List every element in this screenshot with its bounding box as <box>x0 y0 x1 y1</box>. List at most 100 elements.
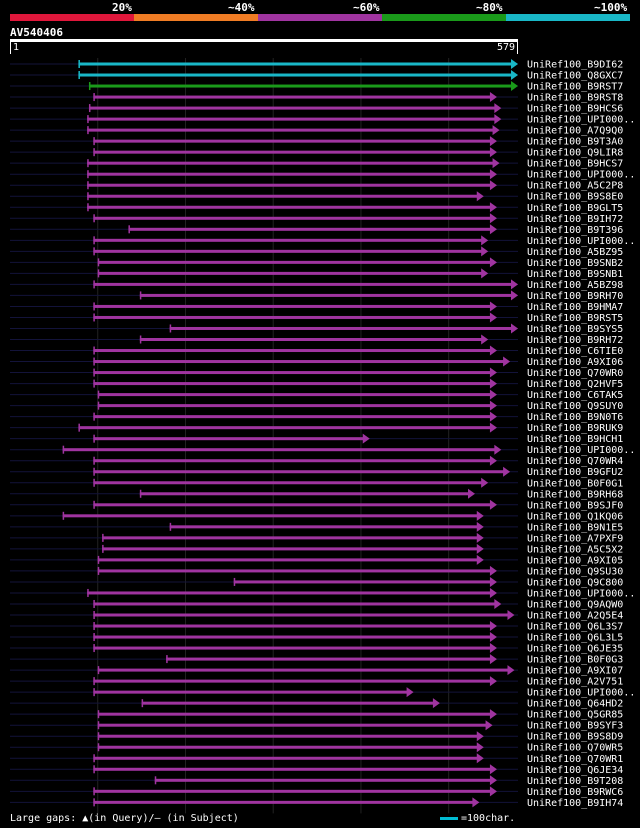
hit-label[interactable]: UniRef100_B9SYS5 <box>527 324 623 335</box>
hit-label[interactable]: UniRef100_Q8GXC7 <box>527 71 623 82</box>
hit-row[interactable]: UniRef100_Q9LIR8 <box>10 147 623 159</box>
hit-row[interactable]: UniRef100_B9HCH1 <box>10 433 623 446</box>
hit-bar[interactable] <box>87 205 491 209</box>
hit-bar[interactable] <box>97 668 509 672</box>
hit-label[interactable]: UniRef100_B9SYF3 <box>527 721 623 732</box>
hit-row[interactable]: UniRef100_Q6L3L5 <box>10 632 623 644</box>
hit-label[interactable]: UniRef100_C6TIE0 <box>527 346 623 357</box>
hit-bar[interactable] <box>233 580 491 584</box>
hit-bar[interactable] <box>87 194 478 198</box>
hit-row[interactable]: UniRef100_B9SNB1 <box>10 268 623 280</box>
hit-row[interactable]: UniRef100_A5C2P8 <box>10 180 623 192</box>
hit-row[interactable]: UniRef100_A9XI05 <box>10 554 623 567</box>
hit-label[interactable]: UniRef100_Q70WR1 <box>527 754 623 765</box>
hit-row[interactable]: UniRef100_B9RH70 <box>10 290 623 302</box>
hit-label[interactable]: UniRef100_Q6L3L5 <box>527 633 623 644</box>
hit-row[interactable]: UniRef100_B9RST7 <box>10 81 623 93</box>
hit-label[interactable]: UniRef100_B9SNB1 <box>527 269 623 280</box>
hit-row[interactable]: UniRef100_B9SNB2 <box>10 257 623 269</box>
hit-label[interactable]: UniRef100_B9DI62 <box>527 60 623 71</box>
hit-bar[interactable] <box>87 183 491 187</box>
hit-label[interactable]: UniRef100_A7Q9Q0 <box>527 126 623 137</box>
hit-bar[interactable] <box>87 172 491 176</box>
hit-label[interactable]: UniRef100_B9T208 <box>527 776 623 787</box>
hit-row[interactable]: UniRef100_B0F0G3 <box>10 654 623 666</box>
hit-bar[interactable] <box>93 481 483 485</box>
hit-bar[interactable] <box>93 216 491 220</box>
hit-label[interactable]: UniRef100_Q9AQW0 <box>527 599 623 610</box>
hit-row[interactable]: UniRef100_Q70WR1 <box>10 753 623 765</box>
hit-label[interactable]: UniRef100_Q5GR85 <box>527 710 623 721</box>
hit-row[interactable]: UniRef100_A2V751 <box>10 676 623 688</box>
hit-bar[interactable] <box>139 293 512 297</box>
hit-bar[interactable] <box>97 745 478 749</box>
hit-bar[interactable] <box>154 778 491 782</box>
hit-label[interactable]: UniRef100_UPI000.. <box>527 588 635 599</box>
hit-row[interactable]: UniRef100_Q5GR85 <box>10 709 623 721</box>
hit-row[interactable]: UniRef100_B9RST8 <box>10 92 623 104</box>
hit-bar[interactable] <box>93 349 491 353</box>
hit-label[interactable]: UniRef100_Q70WR5 <box>527 743 623 754</box>
hit-bar[interactable] <box>93 360 505 364</box>
hit-row[interactable]: UniRef100_B9HMA7 <box>10 301 623 313</box>
hit-label[interactable]: UniRef100_B9N0T6 <box>527 412 623 423</box>
hit-label[interactable]: UniRef100_B9RST5 <box>527 313 623 324</box>
hit-row[interactable]: UniRef100_Q70WR4 <box>10 455 623 468</box>
hit-label[interactable]: UniRef100_A2V751 <box>527 677 623 688</box>
hit-label[interactable]: UniRef100_B9RH70 <box>527 291 623 302</box>
hit-row[interactable]: UniRef100_B9T3A0 <box>10 136 623 148</box>
hit-row[interactable]: UniRef100_B9DI62 <box>10 59 623 71</box>
hit-bar[interactable] <box>102 536 478 540</box>
hit-label[interactable]: UniRef100_B9RH68 <box>527 489 623 500</box>
hit-label[interactable]: UniRef100_B9S8E0 <box>527 192 623 203</box>
hit-row[interactable]: UniRef100_UPI000.. <box>10 444 635 457</box>
hit-label[interactable]: UniRef100_Q70WR4 <box>527 456 623 467</box>
hit-row[interactable]: UniRef100_Q6L3S7 <box>10 621 623 633</box>
hit-bar[interactable] <box>141 701 434 705</box>
hit-bar[interactable] <box>139 492 470 496</box>
hit-label[interactable]: UniRef100_B9RWC6 <box>527 787 623 798</box>
hit-row[interactable]: UniRef100_B9RH68 <box>10 488 623 501</box>
hit-bar[interactable] <box>93 756 478 760</box>
hit-row[interactable]: UniRef100_B9T208 <box>10 775 623 787</box>
hit-label[interactable]: UniRef100_Q70WR0 <box>527 368 623 379</box>
hit-row[interactable]: UniRef100_UPI000.. <box>10 235 635 247</box>
hit-bar[interactable] <box>87 128 494 132</box>
hit-bar[interactable] <box>93 800 474 804</box>
hit-row[interactable]: UniRef100_A7Q9Q0 <box>10 125 623 137</box>
hit-row[interactable]: UniRef100_B9S8E0 <box>10 191 623 203</box>
hit-label[interactable]: UniRef100_B9HCH1 <box>527 434 623 445</box>
hit-row[interactable]: UniRef100_B9RST5 <box>10 312 623 324</box>
hit-row[interactable]: UniRef100_Q6JE34 <box>10 764 623 776</box>
hit-bar[interactable] <box>93 602 496 606</box>
hit-bar[interactable] <box>93 238 483 242</box>
hit-bar[interactable] <box>62 514 478 518</box>
hit-label[interactable]: UniRef100_Q64HD2 <box>527 699 623 710</box>
hit-bar[interactable] <box>87 591 491 595</box>
hit-bar[interactable] <box>88 106 496 110</box>
hit-row[interactable]: UniRef100_B9SYS5 <box>10 323 623 335</box>
hit-label[interactable]: UniRef100_B9SNB2 <box>527 258 623 269</box>
hit-row[interactable]: UniRef100_Q64HD2 <box>10 698 623 710</box>
hit-label[interactable]: UniRef100_Q2HVF5 <box>527 379 623 390</box>
hit-label[interactable]: UniRef100_A9XI05 <box>527 555 623 566</box>
hit-label[interactable]: UniRef100_UPI000.. <box>527 445 635 456</box>
hit-row[interactable]: UniRef100_Q6JE35 <box>10 643 623 655</box>
hit-row[interactable]: UniRef100_B9RH72 <box>10 334 623 347</box>
hit-label[interactable]: UniRef100_A7PXF9 <box>527 533 623 544</box>
hit-bar[interactable] <box>93 371 491 375</box>
hit-bar[interactable] <box>139 338 483 341</box>
hit-bar[interactable] <box>169 326 513 330</box>
hit-row[interactable]: UniRef100_B9N0T6 <box>10 411 623 424</box>
hit-row[interactable]: UniRef100_A2Q5E4 <box>10 610 623 622</box>
hit-row[interactable]: UniRef100_UPI000.. <box>10 687 635 699</box>
hit-bar[interactable] <box>88 84 512 88</box>
hit-bar[interactable] <box>93 249 483 253</box>
hit-label[interactable]: UniRef100_A9XI06 <box>527 357 623 368</box>
hit-row[interactable]: UniRef100_Q70WR0 <box>10 367 623 380</box>
hit-label[interactable]: UniRef100_B9HCS6 <box>527 104 623 115</box>
hit-bar[interactable] <box>93 437 364 441</box>
hit-row[interactable]: UniRef100_Q9SU30 <box>10 565 623 578</box>
hit-bar[interactable] <box>93 315 491 319</box>
hit-row[interactable]: UniRef100_B9HCS7 <box>10 158 623 170</box>
